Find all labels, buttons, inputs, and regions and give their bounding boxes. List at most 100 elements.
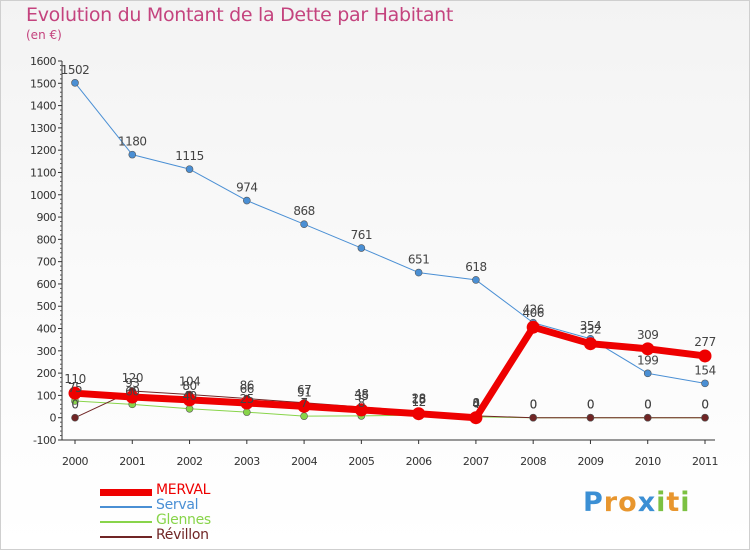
glennes-data-label: 40	[182, 389, 196, 403]
revillon-data-label: 0	[71, 398, 78, 412]
serval-point	[414, 268, 423, 277]
merval-data-label: 18	[411, 393, 425, 407]
merval-data-label: 277	[694, 335, 715, 349]
y-tick-label: 1500	[30, 77, 56, 90]
y-tick-label: 1000	[30, 189, 56, 202]
glennes-data-label: 75	[68, 381, 82, 395]
y-tick-label: 1300	[30, 122, 56, 135]
serval-point	[643, 369, 652, 378]
revillon-point	[643, 413, 652, 422]
logo-letter: x	[637, 487, 657, 518]
serval-point	[472, 276, 480, 284]
glennes-data-label: 12	[411, 395, 425, 409]
serval-data-label: 354	[580, 319, 601, 333]
serval-data-label: 651	[408, 253, 429, 267]
glennes-data-label: 0	[644, 398, 651, 412]
x-tick-label: 2003	[234, 455, 260, 468]
x-tick-label: 2000	[62, 455, 88, 468]
merval-data-label: 35	[354, 389, 368, 403]
logo-letter: P	[583, 487, 604, 518]
x-tick-label: 2009	[577, 455, 603, 468]
merval-point	[68, 386, 82, 400]
legend-swatch	[100, 521, 152, 523]
serval-point	[71, 79, 79, 87]
glennes-data-label: 25	[240, 392, 254, 406]
revillon-data-label: 86	[240, 379, 254, 393]
x-tick-label: 2005	[348, 455, 374, 468]
merval-point	[469, 411, 483, 425]
x-tick-label: 2001	[119, 455, 145, 468]
merval-point	[641, 342, 655, 356]
merval-point	[183, 393, 197, 407]
y-tick-label: 300	[37, 345, 57, 358]
merval-point	[698, 349, 712, 363]
y-tick-label: 100	[37, 389, 57, 402]
revillon-point	[529, 413, 537, 422]
merval-point	[297, 399, 311, 413]
x-tick-label: 2007	[463, 455, 489, 468]
legend-label: Révillon	[156, 527, 209, 543]
revillon-data-label: 0	[587, 398, 594, 412]
y-tick-label: 1600	[30, 55, 56, 68]
merval-point	[240, 396, 254, 410]
merval-point	[412, 407, 426, 421]
serval-point	[128, 150, 137, 159]
serval-point	[357, 244, 366, 252]
merval-data-label: 332	[580, 323, 601, 337]
logo-letter: i	[656, 487, 667, 518]
merval-data-label: 110	[64, 372, 85, 386]
glennes-data-label: 0	[587, 398, 594, 412]
serval-point	[701, 379, 709, 388]
revillon-point	[71, 413, 79, 422]
glennes-data-label: 4	[472, 397, 479, 411]
revillon-data-label: 120	[122, 371, 143, 385]
x-tick-label: 2006	[406, 455, 432, 468]
merval-data-label: 93	[125, 376, 139, 390]
x-tick-label: 2004	[291, 455, 317, 468]
revillon-data-label: 67	[297, 383, 311, 397]
y-tick-label: 600	[37, 278, 57, 291]
legend-swatch	[100, 506, 152, 508]
merval-data-label: 309	[637, 328, 658, 342]
serval-data-label: 426	[522, 303, 543, 317]
merval-point	[354, 403, 368, 417]
serval-line	[74, 82, 706, 384]
revillon-data-label: 104	[179, 375, 200, 389]
revillon-point	[701, 413, 709, 422]
serval-data-label: 199	[637, 353, 658, 367]
serval-point	[243, 196, 251, 205]
x-tick-label: 2010	[635, 455, 661, 468]
y-tick-label: -100	[33, 434, 56, 447]
serval-data-label: 1115	[175, 149, 204, 163]
serval-point	[185, 165, 194, 173]
y-tick-label: 400	[37, 323, 57, 336]
y-tick-label: 200	[37, 367, 57, 380]
serval-data-label: 868	[293, 204, 314, 218]
y-tick-label: 1100	[30, 166, 56, 179]
serval-data-label: 761	[351, 228, 372, 242]
y-tick-label: 800	[37, 233, 57, 246]
y-tick-label: 0	[50, 412, 57, 425]
revillon-data-label: 0	[530, 398, 537, 412]
glennes-data-label: 8	[358, 396, 365, 410]
serval-data-label: 154	[694, 363, 715, 377]
serval-data-label: 1502	[61, 63, 90, 77]
glennes-point	[243, 408, 251, 416]
logo-letter: r	[603, 487, 619, 518]
legend-swatch	[100, 536, 152, 538]
y-tick-label: 500	[37, 300, 57, 313]
revillon-point	[586, 413, 595, 422]
x-tick-label: 2002	[177, 455, 203, 468]
glennes-data-label: 7	[301, 396, 308, 410]
x-tick-label: 2011	[692, 455, 718, 468]
chart-title: Evolution du Montant de la Dette par Hab…	[26, 4, 454, 26]
glennes-data-label: 0	[701, 398, 708, 412]
logo-letter: t	[666, 487, 681, 518]
legend-label: Serval	[156, 497, 199, 513]
glennes-data-label: 60	[125, 384, 139, 398]
serval-point	[300, 220, 308, 228]
y-tick-label: 900	[37, 211, 57, 224]
merval-data-label: 51	[297, 385, 311, 399]
